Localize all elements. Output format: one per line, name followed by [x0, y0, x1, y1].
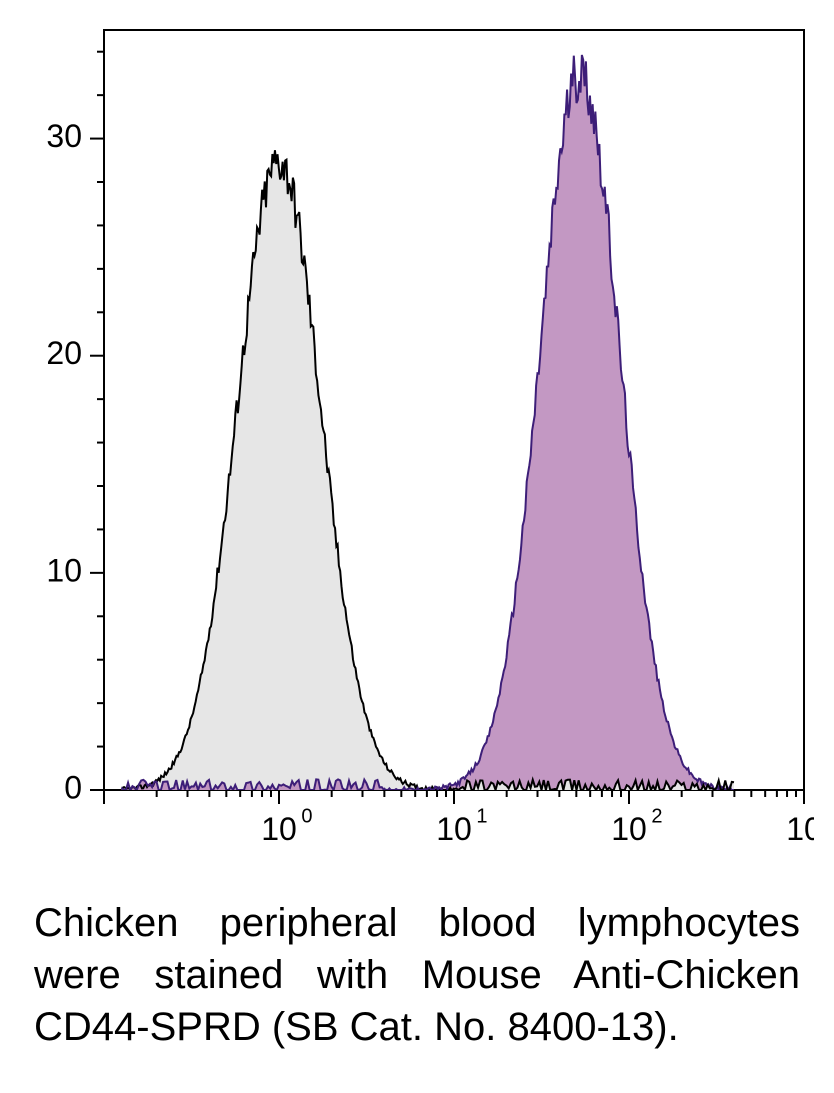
flow-cytometry-histogram: 0102030100101102103 — [34, 20, 814, 870]
svg-text:20: 20 — [46, 335, 82, 371]
svg-text:10: 10 — [436, 811, 472, 847]
svg-text:30: 30 — [46, 118, 82, 154]
svg-text:0: 0 — [64, 769, 82, 805]
svg-text:10: 10 — [611, 811, 647, 847]
figure-caption: Chicken peripheral blood lymphocytes wer… — [34, 897, 800, 1053]
svg-text:10: 10 — [46, 552, 82, 588]
chart-container: 0102030100101102103 — [34, 20, 814, 870]
svg-text:10: 10 — [261, 811, 297, 847]
svg-text:10: 10 — [786, 811, 814, 847]
page-root: 0102030100101102103 Chicken peripheral b… — [0, 0, 834, 1093]
svg-text:1: 1 — [476, 805, 487, 827]
svg-text:0: 0 — [301, 805, 312, 827]
svg-text:2: 2 — [651, 805, 662, 827]
